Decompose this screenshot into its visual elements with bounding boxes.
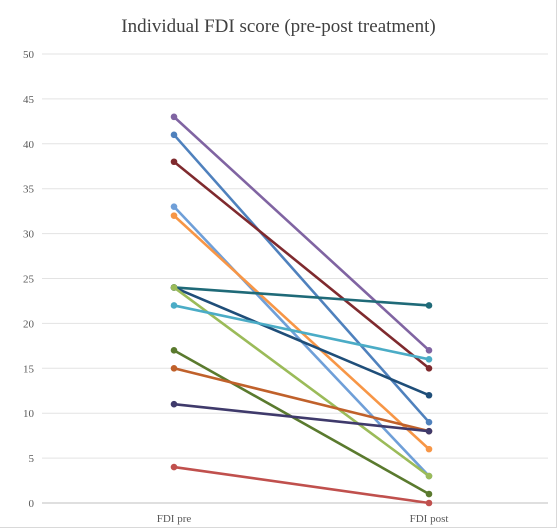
data-point (170, 113, 178, 121)
series-line (172, 304, 431, 361)
series-11 (170, 365, 433, 435)
series-line (172, 286, 431, 397)
series-12 (170, 400, 433, 435)
y-tick-label: 45 (23, 94, 35, 106)
series-1 (170, 113, 433, 354)
y-tick-label: 10 (23, 408, 35, 420)
y-tick-label: 20 (23, 318, 35, 330)
data-point (425, 391, 433, 399)
data-point (170, 365, 178, 372)
data-point (170, 158, 178, 166)
y-tick-label: 30 (23, 229, 35, 241)
series-line (172, 349, 431, 496)
data-point (425, 302, 433, 309)
y-tick-label: 50 (23, 49, 35, 61)
x-axis-ticks: FDI pre FDI post (157, 513, 449, 525)
x-tick-label: FDI pre (157, 513, 192, 525)
series-line (172, 286, 431, 478)
series-line (172, 133, 431, 424)
data-point (170, 203, 178, 210)
data-point (425, 365, 433, 372)
data-point (425, 347, 433, 354)
gridlines (42, 53, 548, 504)
data-point (425, 472, 433, 480)
series-line (172, 286, 431, 307)
y-tick-label: 0 (29, 498, 35, 510)
series-line (172, 465, 431, 505)
x-tick-label: FDI post (410, 513, 449, 525)
data-point (170, 131, 178, 139)
series-9 (170, 302, 433, 363)
data-point (170, 302, 178, 309)
data-point (170, 212, 178, 219)
series-line (172, 115, 431, 352)
series-lines (170, 113, 433, 507)
y-tick-label: 35 (23, 184, 35, 196)
data-point (425, 427, 433, 435)
data-point (170, 284, 178, 291)
series-2 (170, 131, 433, 426)
data-point (425, 418, 433, 426)
series-8 (170, 284, 433, 480)
data-point (170, 400, 178, 408)
series-10 (170, 347, 433, 498)
series-line (172, 366, 431, 433)
y-axis-ticks: 0 5 10 15 20 25 30 35 40 45 50 (23, 49, 35, 510)
data-point (425, 445, 433, 453)
y-tick-label: 15 (23, 363, 35, 375)
data-point (170, 347, 178, 354)
data-point (170, 463, 178, 471)
chart-title: Individual FDI score (pre-post treatment… (121, 16, 436, 37)
series-3 (170, 158, 433, 372)
series-13 (170, 463, 433, 507)
data-point (425, 490, 433, 498)
data-point (425, 356, 433, 363)
y-tick-label: 5 (29, 453, 35, 465)
y-tick-label: 40 (23, 139, 35, 151)
series-line (172, 402, 431, 433)
y-tick-label: 25 (23, 274, 35, 286)
series-6 (170, 284, 433, 309)
data-point (425, 499, 433, 507)
series-line (172, 160, 431, 370)
